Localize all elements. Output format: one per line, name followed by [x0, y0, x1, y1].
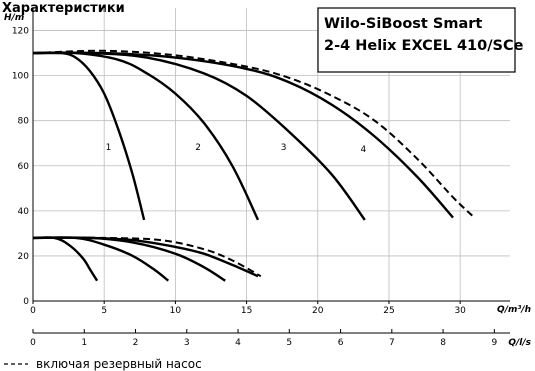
x-axis-label-secondary: Q/l/s [508, 338, 531, 348]
x-secondary-tick-label: 1 [81, 338, 87, 348]
x-secondary-tick-label: 4 [235, 338, 241, 348]
x-tick-label: 25 [383, 306, 394, 316]
x-secondary-tick-label: 3 [184, 338, 190, 348]
curve-label-4: 4 [360, 145, 366, 155]
grid [32, 8, 510, 302]
x-tick-label: 20 [312, 306, 324, 316]
legend-text: включая резервный насос [36, 357, 202, 371]
x-secondary-tick-label: 5 [286, 338, 292, 348]
curve-labels: 1 2 3 4 [106, 143, 367, 155]
title-box [317, 7, 516, 73]
y-tick-label: 80 [18, 117, 30, 127]
curve-label-2: 2 [195, 143, 201, 153]
x-secondary-tick-label: 6 [338, 338, 344, 348]
x-tick-label: 0 [30, 306, 36, 316]
x-secondary-tick-label: 0 [30, 338, 36, 348]
head-curve-4 [32, 51, 454, 219]
series-group [32, 49, 476, 282]
lower-curve-3 [32, 236, 226, 282]
x-secondary-tick-label: 8 [440, 338, 446, 348]
curve-label-3: 3 [281, 143, 287, 153]
x-axis-label: Q/m³/h [497, 305, 531, 315]
head-curve-1 [32, 51, 146, 221]
lower-curve-1 [32, 236, 99, 282]
lower-curve-2 [32, 236, 170, 282]
head-curve-3 [32, 51, 366, 221]
curve-label-1: 1 [106, 143, 112, 153]
lower-curve-dashed [32, 236, 262, 278]
y-tick-label: 120 [12, 27, 29, 37]
x-secondary-tick-label: 7 [389, 338, 395, 348]
x-secondary-tick-label: 9 [491, 338, 497, 348]
y-axis-label: H/m [4, 13, 24, 23]
x-tick-label: 5 [101, 306, 107, 316]
x-tick-label: 15 [241, 306, 252, 316]
x-tick-label: 10 [170, 306, 182, 316]
axes: 0 20 40 60 80 100 120 0 5 10 15 20 25 30 0 1 2 3 4 5 6 7 8 9 H/m… [4, 8, 532, 348]
y-tick-label: 20 [18, 252, 30, 262]
y-tick-label: 40 [18, 207, 30, 217]
head-curve-2 [32, 51, 260, 221]
y-tick-label: 100 [12, 72, 29, 82]
chart-title-line-1: Wilo-SiBoost Smart [324, 16, 482, 32]
x-tick-label: 30 [454, 306, 466, 316]
x-secondary-tick-label: 2 [133, 338, 139, 348]
y-tick-label: 0 [23, 297, 29, 307]
y-tick-label: 60 [18, 162, 30, 172]
chart-title-line-2: 2-4 Helix EXCEL 410/SCe [324, 38, 524, 54]
